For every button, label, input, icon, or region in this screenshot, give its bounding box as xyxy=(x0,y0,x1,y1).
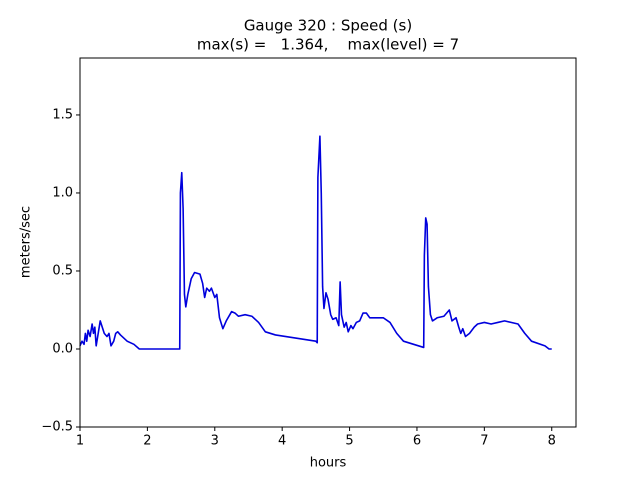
axes-frame xyxy=(79,57,577,428)
y-tick-label: 0.0 xyxy=(52,341,73,356)
x-tick-label: 2 xyxy=(143,434,151,449)
x-tick-label: 6 xyxy=(413,434,421,449)
y-tick-label: 0.5 xyxy=(52,263,73,278)
x-tick-label: 4 xyxy=(278,434,286,449)
x-axis-label: hours xyxy=(310,456,347,471)
y-tick-label: −0.5 xyxy=(41,420,73,435)
x-tick-label: 8 xyxy=(548,434,556,449)
x-tick-label: 1 xyxy=(76,434,84,449)
x-tick-label: 7 xyxy=(480,434,488,449)
chart-subtitle: max(s) = 1.364, max(level) = 7 xyxy=(197,36,459,54)
x-tick-label: 3 xyxy=(211,434,219,449)
x-tick-label: 5 xyxy=(345,434,353,449)
data-line xyxy=(79,135,552,350)
y-tick-label: 1.0 xyxy=(52,185,73,200)
y-axis-label: meters/sec xyxy=(19,206,34,278)
chart-title: Gauge 320 : Speed (s) xyxy=(244,17,412,35)
y-tick-label: 1.5 xyxy=(52,107,73,122)
